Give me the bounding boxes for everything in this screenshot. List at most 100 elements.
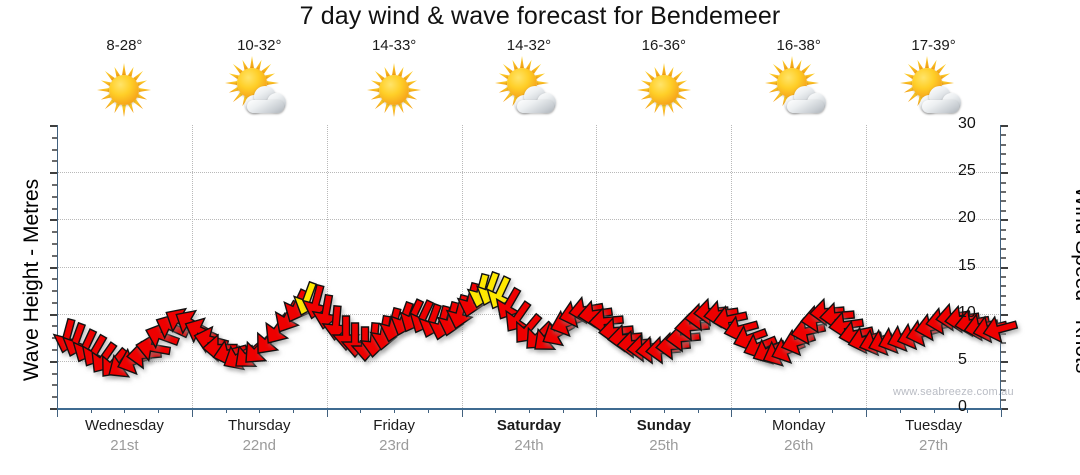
axis-tick	[50, 408, 57, 410]
axis-tick	[52, 325, 57, 328]
day-name: Thursday	[228, 417, 291, 434]
x-axis-tick	[495, 408, 497, 413]
x-axis-tick	[765, 408, 766, 413]
sun-glyph	[97, 63, 152, 117]
axis-tick	[50, 125, 57, 127]
x-axis-tick	[731, 408, 733, 417]
x-axis-tick	[630, 408, 632, 413]
axis-tick	[52, 349, 57, 352]
axis-tick	[1001, 125, 1008, 127]
day-date: 27th	[918, 437, 949, 454]
sun-icon	[633, 60, 695, 120]
day-name: Tuesday	[905, 417, 963, 434]
sun-disc	[648, 75, 679, 105]
axis-tick	[50, 219, 57, 222]
day-header-sunday: 16-36°	[596, 38, 731, 123]
day-label-monday: Monday 26th	[731, 416, 866, 468]
page-title: 7 day wind & wave forecast for Bendemeer	[299, 2, 781, 30]
sun-icon	[93, 60, 155, 120]
right-axis-line	[1000, 125, 1001, 408]
day-name: Monday	[772, 417, 826, 434]
sun-disc	[109, 75, 140, 105]
x-axis-tick	[562, 408, 564, 413]
axis-tick	[52, 278, 57, 281]
right-tick-label: 15	[958, 256, 976, 274]
axis-tick	[52, 231, 57, 234]
axis-tick	[52, 242, 57, 245]
axis-tick	[1001, 181, 1006, 184]
gridline-horizontal	[57, 313, 1001, 315]
day-header-friday: 14-33°	[327, 38, 462, 123]
watermark: www.seabreeze.com.au	[893, 386, 1014, 398]
axis-tick	[50, 360, 57, 363]
axis-tick	[1001, 294, 1006, 297]
gridline-horizontal	[57, 219, 1001, 221]
x-axis-tick	[866, 408, 868, 417]
x-axis-tick	[158, 408, 160, 413]
day-label-wednesday: Wednesday 21st	[57, 416, 192, 468]
axis-tick	[1001, 247, 1006, 250]
axis-tick	[1001, 313, 1008, 316]
axis-tick	[52, 372, 57, 375]
day-date: 22nd	[242, 437, 276, 454]
right-tick-label: 20	[958, 209, 976, 227]
axis-tick	[1001, 172, 1008, 175]
x-axis-tick	[663, 408, 665, 413]
gridline-vertical	[731, 125, 733, 408]
axis-tick	[1001, 341, 1006, 344]
x-axis-tick	[427, 408, 429, 413]
right-tick-label: 5	[958, 350, 967, 368]
axis-tick	[1001, 360, 1008, 363]
axis-tick	[1001, 143, 1006, 146]
day-header-tuesday: 17-39°	[866, 38, 1001, 123]
x-axis-tick	[293, 408, 294, 413]
right-tick-label: 25	[958, 162, 976, 180]
day-header-thursday: 10-32°	[192, 38, 327, 123]
axis-tick	[1001, 153, 1006, 156]
x-axis-tick	[697, 408, 699, 413]
day-date: 26th	[784, 437, 814, 454]
x-axis-tick	[259, 408, 261, 413]
temperature-range: 16-36°	[641, 37, 687, 54]
axis-tick	[1001, 238, 1006, 241]
x-axis-tick	[225, 408, 227, 413]
x-axis-tick	[360, 408, 362, 413]
temperature-range: 14-32°	[506, 37, 552, 54]
x-axis-tick	[899, 408, 901, 413]
right-axis-title: Wind Speed - Knots	[1071, 186, 1080, 374]
x-axis-tick	[798, 408, 800, 413]
x-axis-tick	[832, 408, 834, 413]
cloud-glyph	[514, 86, 556, 113]
axis-tick	[1001, 228, 1006, 231]
axis-tick	[52, 384, 57, 387]
x-axis-tick	[326, 408, 328, 417]
sun-glyph	[636, 63, 691, 117]
axis-tick	[50, 266, 57, 269]
axis-tick	[52, 290, 57, 293]
cloud-glyph	[784, 86, 826, 113]
axis-tick	[1001, 191, 1006, 194]
day-date: 25th	[649, 437, 679, 454]
x-axis-tick	[191, 408, 193, 417]
day-date: 23rd	[379, 437, 410, 454]
day-label-thursday: Thursday 22nd	[192, 416, 327, 468]
axis-tick	[1001, 370, 1006, 373]
axis-tick	[52, 136, 57, 139]
right-tick-label: 10	[958, 303, 976, 321]
day-label-saturday: Saturday 24th	[462, 416, 597, 468]
axis-tick	[1001, 134, 1006, 137]
day-label-tuesday: Tuesday 27th	[866, 416, 1001, 468]
x-axis-tick	[596, 408, 598, 417]
day-label-friday: Friday 23rd	[327, 416, 462, 468]
right-tick-label: 0	[958, 398, 967, 415]
day-label-sunday: Sunday 25th	[596, 416, 731, 468]
sun-cloud-icon	[494, 56, 560, 120]
plot-area	[50, 125, 1019, 417]
axis-tick	[1001, 257, 1006, 260]
right-tick-label: 30	[958, 115, 976, 132]
day-date: 21st	[110, 437, 139, 454]
axis-tick	[52, 183, 57, 186]
gridline-horizontal	[57, 266, 1001, 268]
axis-tick	[52, 254, 57, 257]
